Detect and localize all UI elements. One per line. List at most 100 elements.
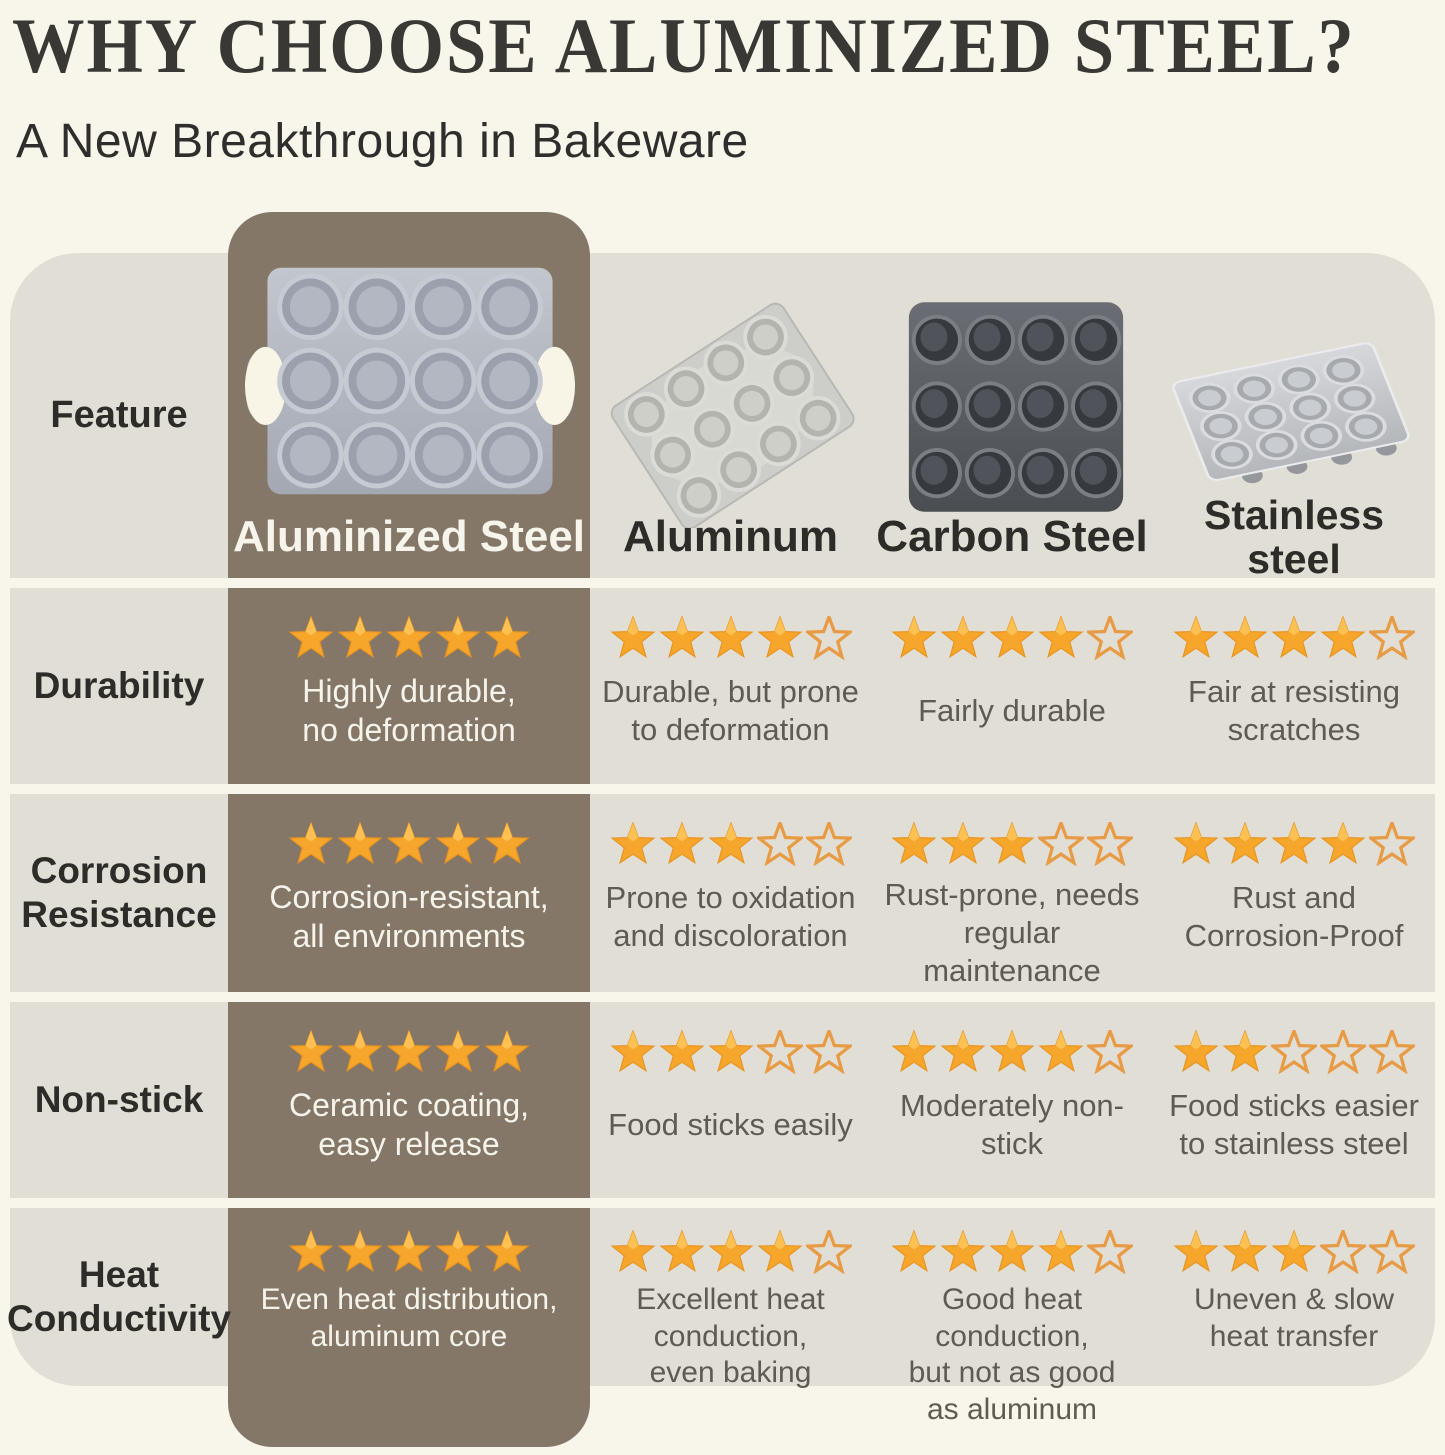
- star-filled-icon: [1222, 1030, 1268, 1073]
- star-filled-icon: [484, 616, 530, 659]
- rating-cell: Fair at resisting scratches: [1153, 588, 1435, 784]
- feature-label-corrosion-resistance: Corrosion Resistance: [21, 849, 217, 935]
- star-filled-icon: [707, 1030, 754, 1073]
- star-outline-icon: [756, 1030, 803, 1074]
- star-filled-icon: [1320, 616, 1366, 659]
- star-outline-icon: [1320, 1030, 1366, 1074]
- star-filled-icon: [1173, 1030, 1219, 1073]
- star-filled-icon: [386, 616, 432, 659]
- feature-label-non-stick: Non-stick: [34, 1078, 204, 1120]
- star-outline-icon: [1087, 616, 1133, 660]
- star-filled-icon: [1173, 616, 1219, 659]
- star-filled-icon: [1038, 1030, 1084, 1073]
- star-filled-icon: [989, 1230, 1035, 1273]
- rating-cell: Durable, but prone to deformation: [590, 588, 871, 784]
- rating-cell: Ceramic coating, easy release: [228, 1002, 590, 1198]
- star-filled-icon: [435, 822, 481, 865]
- star-outline-icon: [1038, 822, 1084, 866]
- star-filled-icon: [609, 616, 656, 659]
- star-outline-icon: [1369, 616, 1415, 660]
- column-header-aluminum: Aluminum: [622, 512, 839, 562]
- star-rating: [609, 822, 852, 866]
- star-filled-icon: [337, 616, 383, 659]
- aluminum-pan-image: [604, 296, 856, 528]
- star-filled-icon: [940, 616, 986, 659]
- rating-note: Rust-prone, needs regular maintenance: [884, 877, 1140, 988]
- star-outline-icon: [1320, 1230, 1366, 1274]
- star-rating: [288, 1030, 530, 1074]
- star-filled-icon: [609, 822, 656, 865]
- rating-cell: Food sticks easier to stainless steel: [1153, 1002, 1435, 1198]
- star-filled-icon: [1271, 822, 1317, 865]
- star-filled-icon: [609, 1230, 656, 1273]
- star-filled-icon: [1222, 616, 1268, 659]
- star-rating: [1173, 822, 1415, 866]
- star-outline-icon: [805, 616, 852, 660]
- star-outline-icon: [805, 1030, 852, 1074]
- star-filled-icon: [1038, 616, 1084, 659]
- star-filled-icon: [1222, 822, 1268, 865]
- star-filled-icon: [989, 822, 1035, 865]
- star-filled-icon: [891, 822, 937, 865]
- star-filled-icon: [435, 616, 481, 659]
- rating-cell: Food sticks easily: [590, 1002, 871, 1198]
- star-outline-icon: [805, 822, 852, 866]
- star-filled-icon: [288, 822, 334, 865]
- feature-label-heat-conductivity: Heat Conductivity: [6, 1253, 232, 1339]
- star-filled-icon: [989, 1030, 1035, 1073]
- star-rating: [609, 1030, 852, 1074]
- column-header-aluminized-steel: Aluminized Steel: [232, 512, 586, 562]
- star-filled-icon: [288, 1230, 334, 1273]
- rating-cell: Excellent heat conduction, even baking: [590, 1208, 871, 1389]
- feature-label-durability: Durability: [33, 664, 205, 706]
- page-subtitle: A New Breakthrough in Bakeware: [16, 115, 749, 168]
- rating-cell: Rust-prone, needs regular maintenance: [871, 794, 1153, 992]
- star-outline-icon: [1087, 822, 1133, 866]
- star-filled-icon: [756, 616, 803, 659]
- star-rating: [609, 616, 852, 660]
- star-filled-icon: [707, 1230, 754, 1273]
- star-filled-icon: [756, 1230, 803, 1273]
- rating-cell: Prone to oxidation and discoloration: [590, 794, 871, 992]
- star-outline-icon: [1271, 1030, 1317, 1074]
- star-filled-icon: [989, 616, 1035, 659]
- rating-cell: Moderately non-stick: [871, 1002, 1153, 1198]
- rating-note: Fairly durable: [918, 693, 1106, 729]
- star-filled-icon: [707, 822, 754, 865]
- star-outline-icon: [1087, 1230, 1133, 1274]
- star-filled-icon: [288, 616, 334, 659]
- star-rating: [288, 822, 530, 866]
- rating-cell: Even heat distribution, aluminum core: [228, 1208, 590, 1386]
- star-filled-icon: [891, 616, 937, 659]
- carbon-steel-pan-image: [905, 298, 1127, 516]
- star-filled-icon: [484, 1230, 530, 1273]
- star-filled-icon: [609, 1030, 656, 1073]
- rating-note: Good heat conduction, but not as good as…: [908, 1283, 1116, 1426]
- feature-column-header: Feature: [50, 394, 188, 436]
- rating-note: Highly durable, no deformation: [302, 672, 516, 748]
- rating-note: Prone to oxidation and discoloration: [605, 880, 856, 953]
- star-outline-icon: [1369, 822, 1415, 866]
- rating-cell: Rust and Corrosion-Proof: [1153, 794, 1435, 992]
- star-filled-icon: [891, 1230, 937, 1273]
- stainless-steel-pan-image: [1152, 322, 1440, 502]
- star-rating: [609, 1230, 852, 1274]
- star-rating: [1173, 1230, 1415, 1274]
- star-filled-icon: [386, 1230, 432, 1273]
- star-filled-icon: [435, 1230, 481, 1273]
- star-filled-icon: [658, 1230, 705, 1273]
- rating-note: Ceramic coating, easy release: [288, 1086, 530, 1162]
- star-filled-icon: [658, 1030, 705, 1073]
- star-filled-icon: [658, 616, 705, 659]
- rating-cell: Good heat conduction, but not as good as…: [871, 1208, 1153, 1426]
- star-rating: [1173, 616, 1415, 660]
- star-rating: [288, 1230, 530, 1274]
- column-header-stainless-steel: Stainless steel: [1203, 492, 1385, 582]
- rating-note: Moderately non-stick: [899, 1088, 1124, 1161]
- star-filled-icon: [707, 616, 754, 659]
- page-title: WHY CHOOSE ALUMINIZED STEEL?: [12, 3, 1356, 90]
- star-filled-icon: [1271, 1230, 1317, 1273]
- star-rating: [891, 616, 1133, 660]
- star-rating: [288, 616, 530, 660]
- rating-note: Rust and Corrosion-Proof: [1184, 880, 1404, 953]
